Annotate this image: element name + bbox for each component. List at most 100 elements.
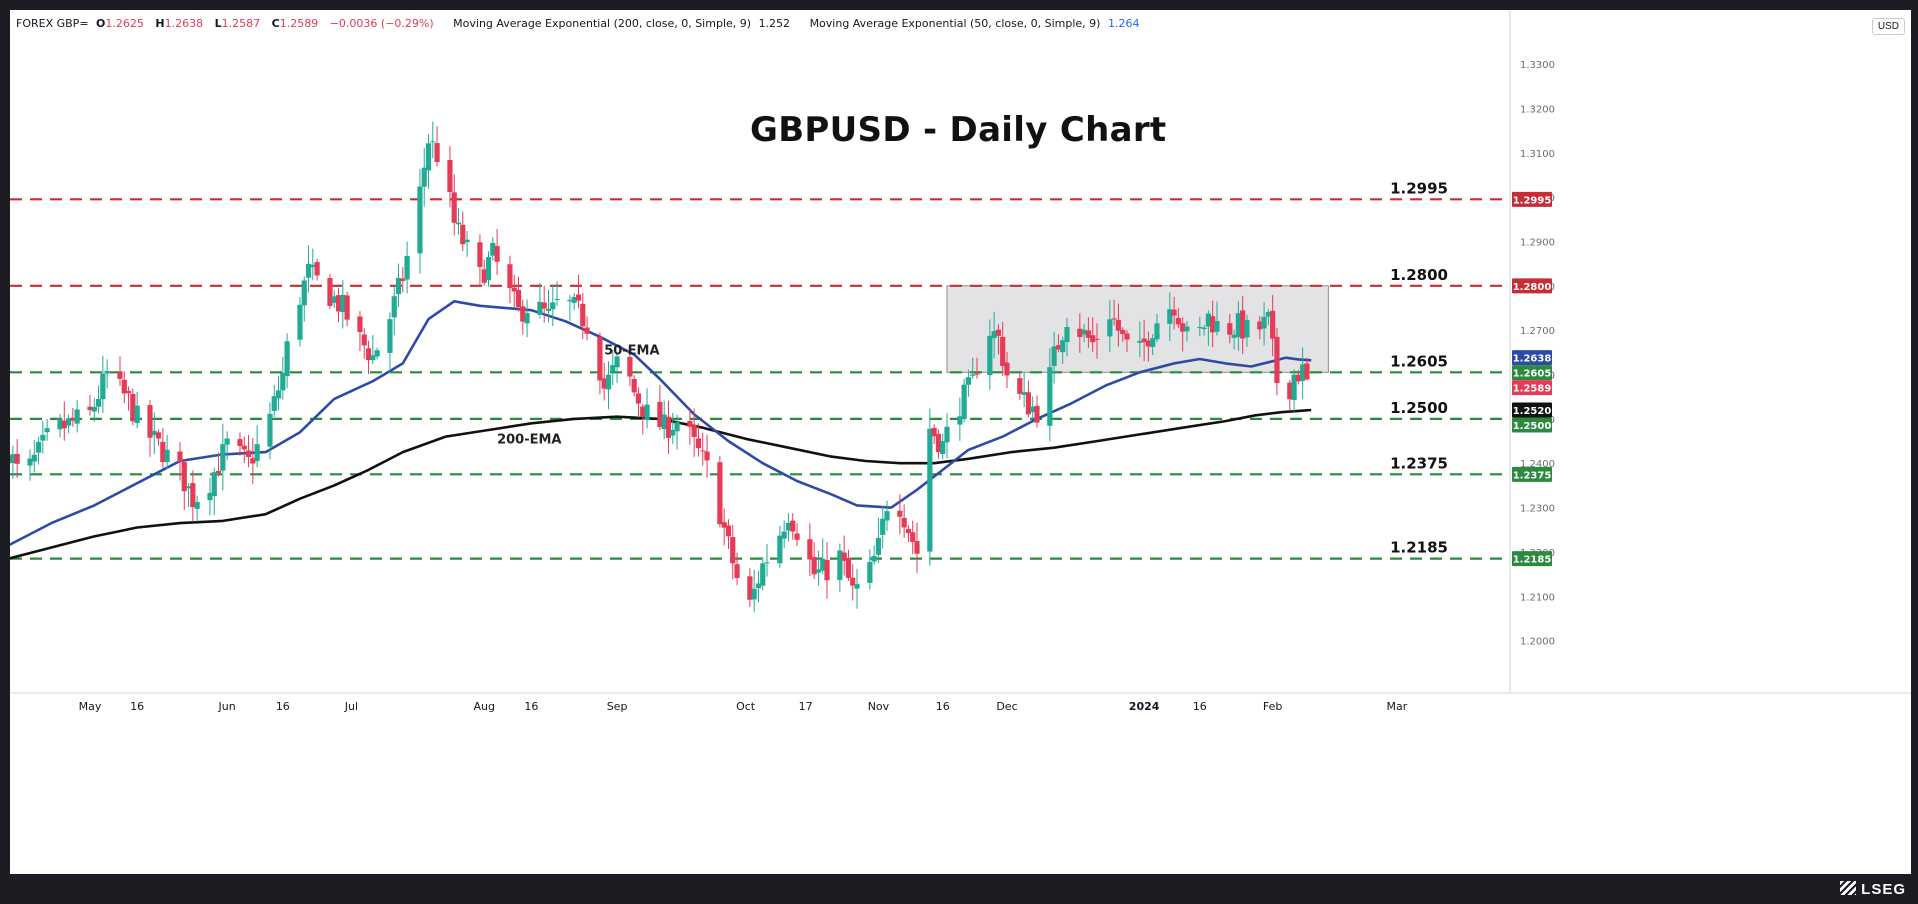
- candle-body[interactable]: [35, 441, 42, 453]
- candle-body[interactable]: [760, 563, 766, 586]
- candle-body[interactable]: [305, 263, 312, 278]
- candle-body[interactable]: [1034, 405, 1040, 423]
- candle-body[interactable]: [764, 562, 770, 564]
- candle-body[interactable]: [87, 406, 93, 411]
- candle-body[interactable]: [1064, 326, 1070, 343]
- candle-body[interactable]: [481, 269, 487, 283]
- candle-body[interactable]: [734, 564, 740, 579]
- candle-body[interactable]: [1115, 319, 1121, 331]
- candle-body[interactable]: [271, 396, 277, 411]
- candle-body[interactable]: [644, 404, 650, 421]
- candle-body[interactable]: [854, 584, 860, 589]
- candle-body[interactable]: [537, 301, 543, 315]
- candle-body[interactable]: [1141, 338, 1147, 343]
- candle-body[interactable]: [1004, 362, 1010, 376]
- price-axis[interactable]: 1.20001.21001.22001.23001.24001.25001.26…: [1512, 60, 1555, 648]
- candle-body[interactable]: [1231, 334, 1237, 338]
- candle-body[interactable]: [1214, 320, 1220, 332]
- candle-body[interactable]: [635, 393, 642, 404]
- candle-body[interactable]: [884, 511, 890, 521]
- candle-body[interactable]: [1184, 326, 1190, 332]
- candle-body[interactable]: [155, 432, 162, 439]
- candle-body[interactable]: [597, 336, 603, 381]
- candle-body[interactable]: [657, 401, 663, 428]
- candle-body[interactable]: [824, 560, 830, 581]
- candle-body[interactable]: [490, 242, 496, 256]
- candle-body[interactable]: [241, 445, 247, 450]
- candle-body[interactable]: [74, 409, 80, 424]
- candle-body[interactable]: [520, 306, 526, 322]
- candle-body[interactable]: [310, 264, 316, 268]
- candle-body[interactable]: [1090, 335, 1096, 343]
- candle-body[interactable]: [545, 308, 552, 312]
- candle-body[interactable]: [721, 522, 727, 528]
- candle-body[interactable]: [370, 355, 376, 361]
- candle-body[interactable]: [1300, 364, 1306, 382]
- candle-body[interactable]: [100, 373, 106, 400]
- candle-body[interactable]: [875, 537, 882, 555]
- candle-body[interactable]: [181, 462, 187, 492]
- candle-body[interactable]: [417, 186, 423, 254]
- candle-body[interactable]: [1274, 336, 1280, 384]
- candle-body[interactable]: [250, 458, 256, 464]
- candle-body[interactable]: [1197, 327, 1203, 329]
- candle-body[interactable]: [1120, 329, 1126, 334]
- candle-body[interactable]: [601, 378, 607, 389]
- candle-body[interactable]: [991, 331, 997, 339]
- candle-body[interactable]: [464, 239, 470, 243]
- candle-body[interactable]: [940, 441, 946, 454]
- candle-body[interactable]: [910, 532, 916, 542]
- candle-body[interactable]: [974, 373, 980, 375]
- candle-body[interactable]: [1124, 333, 1130, 340]
- candle-body[interactable]: [220, 444, 226, 471]
- candle-body[interactable]: [57, 419, 63, 430]
- candle-body[interactable]: [931, 427, 937, 437]
- candle-body[interactable]: [245, 450, 252, 457]
- candle-body[interactable]: [95, 398, 102, 407]
- candle-body[interactable]: [1077, 328, 1083, 337]
- candle-body[interactable]: [1030, 406, 1036, 413]
- candle-body[interactable]: [584, 327, 590, 334]
- candle-body[interactable]: [717, 462, 723, 525]
- candle-body[interactable]: [935, 433, 942, 453]
- time-axis[interactable]: May 16 Jun 16 Jul Aug 16 Sep Oct 17 Nov 16 Dec 2024 16…: [79, 700, 1408, 713]
- candle-body[interactable]: [211, 472, 217, 496]
- candle-body[interactable]: [117, 371, 123, 379]
- candle-body[interactable]: [1081, 329, 1087, 335]
- candle-body[interactable]: [361, 334, 367, 346]
- candle-body[interactable]: [747, 576, 753, 600]
- candle-body[interactable]: [995, 329, 1002, 336]
- candle-body[interactable]: [447, 160, 453, 192]
- candle-body[interactable]: [1021, 392, 1027, 395]
- candle-body[interactable]: [237, 439, 243, 446]
- candle-body[interactable]: [1257, 321, 1263, 330]
- candle-body[interactable]: [207, 492, 213, 501]
- symbol-label[interactable]: FOREX GBP=: [16, 17, 89, 30]
- candle-body[interactable]: [1145, 340, 1151, 347]
- candle-body[interactable]: [541, 302, 547, 309]
- candle-body[interactable]: [730, 537, 736, 564]
- candle-body[interactable]: [267, 413, 273, 447]
- candle-body[interactable]: [1111, 318, 1117, 320]
- candle-body[interactable]: [670, 429, 676, 436]
- candle-body[interactable]: [1244, 319, 1250, 338]
- candle-body[interactable]: [297, 304, 303, 340]
- candle-body[interactable]: [125, 390, 132, 394]
- candle-body[interactable]: [511, 287, 517, 292]
- candle-body[interactable]: [1304, 363, 1310, 380]
- candle-body[interactable]: [327, 278, 333, 306]
- candle-body[interactable]: [1060, 340, 1066, 353]
- candle-body[interactable]: [837, 550, 843, 580]
- candle-body[interactable]: [627, 356, 633, 377]
- candle-body[interactable]: [494, 246, 500, 262]
- candle-body[interactable]: [1167, 309, 1173, 324]
- candle-body[interactable]: [134, 405, 140, 424]
- candle-body[interactable]: [807, 539, 813, 560]
- candle-body[interactable]: [605, 374, 612, 390]
- candle-body[interactable]: [781, 531, 787, 539]
- price-chart[interactable]: 1.2995 1.2800 1.2605 1.2500 1.2375 1.2185 50-…: [10, 10, 1911, 874]
- candle-body[interactable]: [927, 428, 933, 552]
- candle-body[interactable]: [640, 406, 646, 418]
- candle-body[interactable]: [914, 541, 920, 554]
- candle-body[interactable]: [1171, 309, 1177, 316]
